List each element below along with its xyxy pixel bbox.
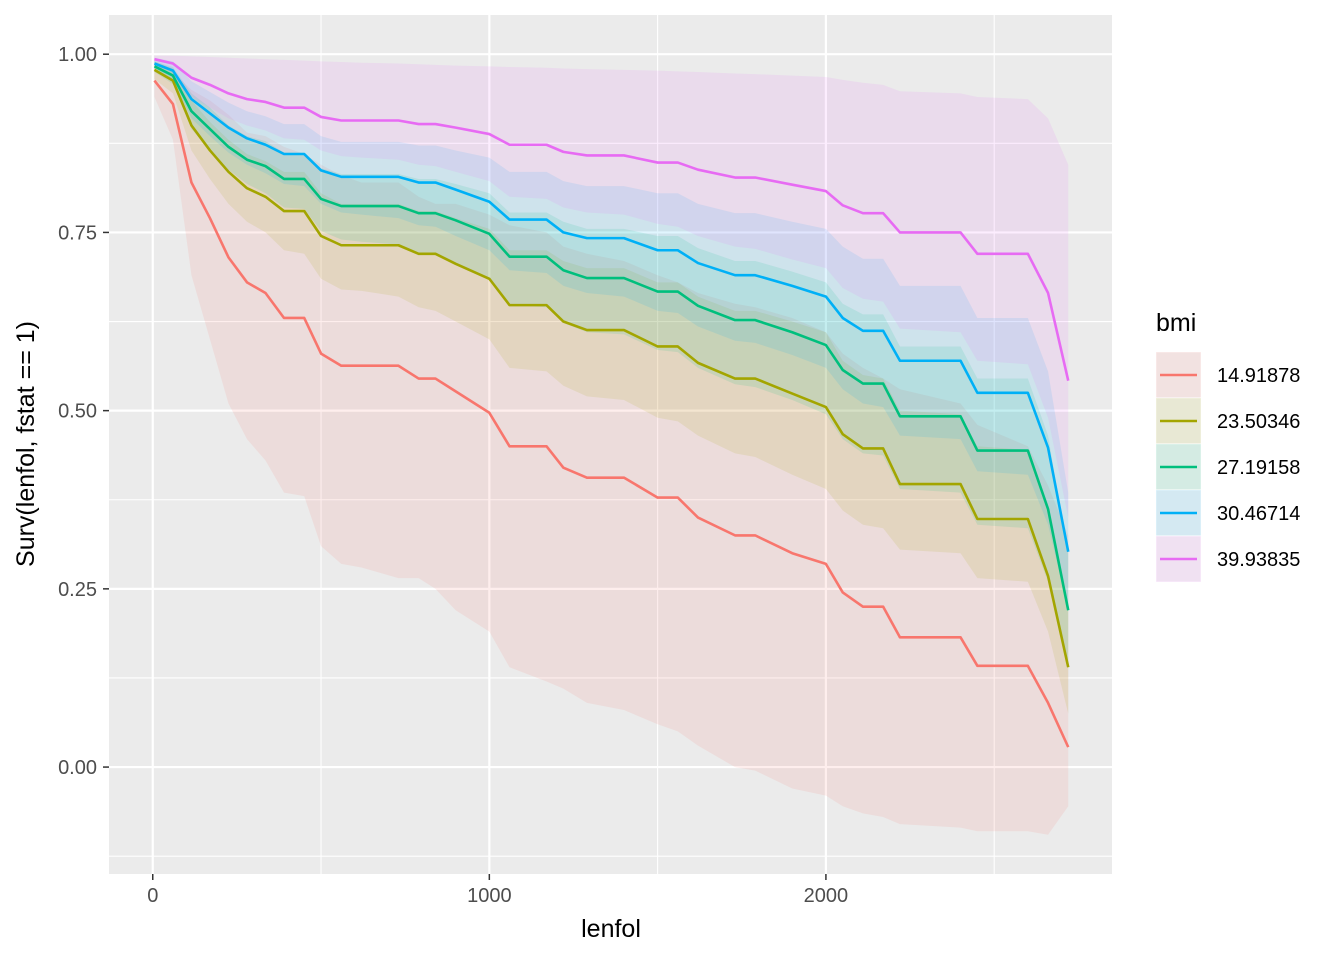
survival-lines: [153, 57, 1070, 748]
ci-ribbon-27.19158: [154, 61, 1069, 668]
legend-label: 23.50346: [1217, 411, 1300, 433]
plot-panel: [109, 15, 1112, 874]
y-tick-label: 1.00: [58, 44, 97, 66]
x-axis-title: lenfol: [581, 915, 641, 943]
major-gridlines: [109, 15, 1112, 874]
legend-label: 27.19158: [1217, 457, 1300, 479]
legend-label: 39.93835: [1217, 549, 1300, 571]
ci-ribbon-14.91878: [154, 64, 1069, 835]
confidence-ribbons: [154, 55, 1069, 835]
ci-ribbon-23.50346: [154, 61, 1069, 714]
y-tick-label: 0.00: [58, 757, 97, 779]
minor-gridlines: [109, 15, 1112, 874]
y-axis-title: Surv(lenfol, fstat == 1): [12, 321, 40, 567]
axes: 0 1000 2000 0.00 0.25 0.50 0.75 1.00: [58, 44, 848, 907]
legend-label: 30.46714: [1217, 503, 1300, 525]
survival-line-27.19158: [153, 65, 1070, 611]
x-tick-label: 2000: [804, 885, 849, 907]
legend-label: 14.91878: [1217, 365, 1300, 387]
survival-line-39.93835: [154, 57, 1070, 381]
survival-line-14.91878: [153, 79, 1070, 748]
x-tick-label: 1000: [467, 885, 512, 907]
y-tick-label: 0.75: [58, 222, 97, 244]
legend-title: bmi: [1156, 309, 1196, 337]
y-tick-label: 0.25: [58, 579, 97, 601]
ci-ribbon-30.46714: [154, 57, 1069, 611]
survival-line-23.50346: [153, 68, 1070, 668]
survival-line-30.46714: [153, 62, 1070, 553]
x-tick-label: 0: [147, 885, 158, 907]
legend: bmi 14.91878 23.50346 27.19158 30.46714 39.9…: [1155, 309, 1300, 583]
ci-ribbon-39.93835: [154, 55, 1069, 518]
y-tick-label: 0.50: [58, 401, 97, 423]
